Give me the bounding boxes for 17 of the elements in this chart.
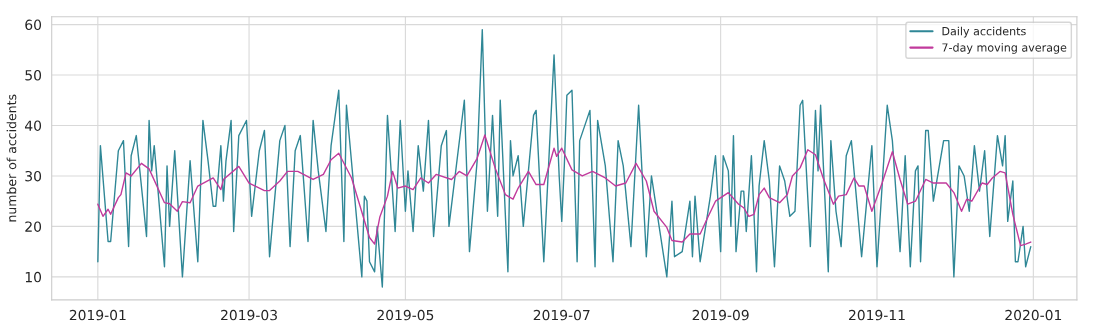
legend-label: Daily accidents <box>942 26 1026 38</box>
y-tick-label: 20 <box>25 221 42 232</box>
x-tick-label: 2019-05 <box>377 309 434 321</box>
y-axis-title: number of accidents <box>6 94 17 222</box>
y-tick-label: 40 <box>24 120 42 131</box>
x-tick-label: 2019-09 <box>692 309 749 321</box>
x-tick-label: 2019-11 <box>848 309 905 321</box>
legend-label: 7-day moving average <box>942 43 1067 54</box>
x-tick-label: 2020-01 <box>1005 309 1062 321</box>
line-series <box>97 134 1032 247</box>
x-tick-label: 2019-03 <box>221 309 277 321</box>
y-tick-label: 30 <box>25 170 42 182</box>
y-tick-label: 50 <box>25 70 42 81</box>
x-tick-label: 2019-01 <box>69 309 126 321</box>
x-tick-label: 2019-07 <box>533 309 590 321</box>
y-tick-label: 10 <box>25 271 42 283</box>
y-tick-label: 60 <box>25 19 42 31</box>
